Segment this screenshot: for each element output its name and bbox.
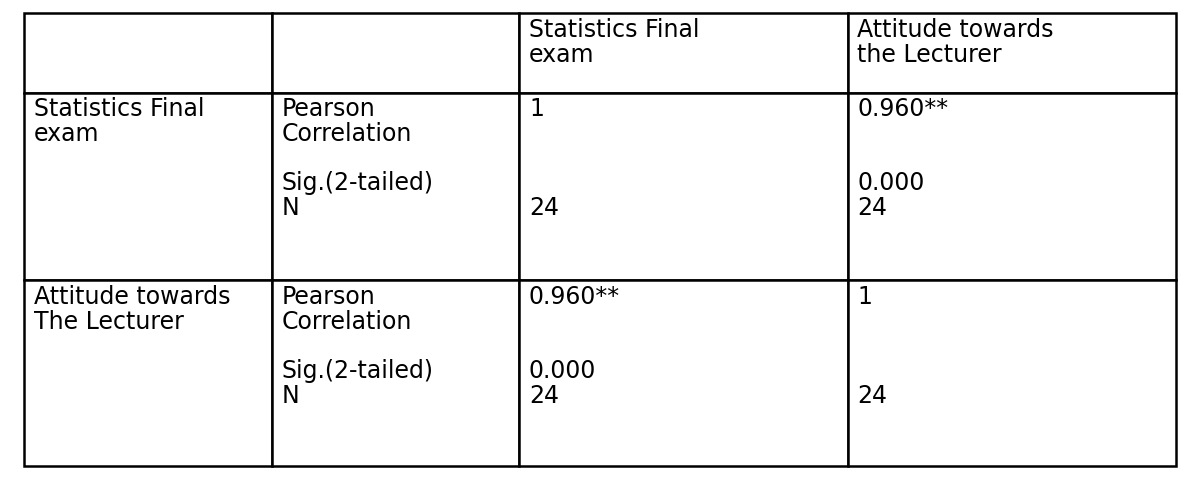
Text: Sig.(2-tailed): Sig.(2-tailed) [281, 358, 433, 382]
Text: 24: 24 [529, 195, 559, 219]
Text: The Lecturer: The Lecturer [34, 309, 184, 333]
Bar [271, 281, 520, 466]
Bar [24, 14, 271, 94]
Text: Statistics Final: Statistics Final [529, 18, 700, 42]
Bar [847, 281, 1176, 466]
Text: 0.960**: 0.960** [857, 97, 948, 121]
Text: N: N [281, 383, 299, 407]
Bar [520, 14, 847, 94]
Text: 0.000: 0.000 [529, 358, 596, 382]
Bar [24, 94, 271, 281]
Text: Statistics Final: Statistics Final [34, 97, 204, 121]
Text: Attitude towards: Attitude towards [857, 18, 1054, 42]
Bar [847, 14, 1176, 94]
Text: 1: 1 [529, 97, 544, 121]
Text: 1: 1 [857, 285, 872, 308]
Text: 24: 24 [529, 383, 559, 407]
Text: Sig.(2-tailed): Sig.(2-tailed) [281, 171, 433, 195]
Text: 24: 24 [857, 195, 887, 219]
Text: Pearson: Pearson [281, 285, 376, 308]
Text: 0.000: 0.000 [857, 171, 925, 195]
Text: N: N [281, 195, 299, 219]
Text: exam: exam [34, 122, 100, 146]
Text: 0.960**: 0.960** [529, 285, 620, 308]
Text: Attitude towards: Attitude towards [34, 285, 230, 308]
Bar [520, 94, 847, 281]
Text: Pearson: Pearson [281, 97, 376, 121]
Bar [24, 281, 271, 466]
Bar [520, 281, 847, 466]
Text: Correlation: Correlation [281, 122, 412, 146]
Text: Correlation: Correlation [281, 309, 412, 333]
Bar [847, 94, 1176, 281]
Bar [271, 14, 520, 94]
Bar [271, 94, 520, 281]
Text: exam: exam [529, 43, 594, 67]
Text: 24: 24 [857, 383, 887, 407]
Text: the Lecturer: the Lecturer [857, 43, 1002, 67]
